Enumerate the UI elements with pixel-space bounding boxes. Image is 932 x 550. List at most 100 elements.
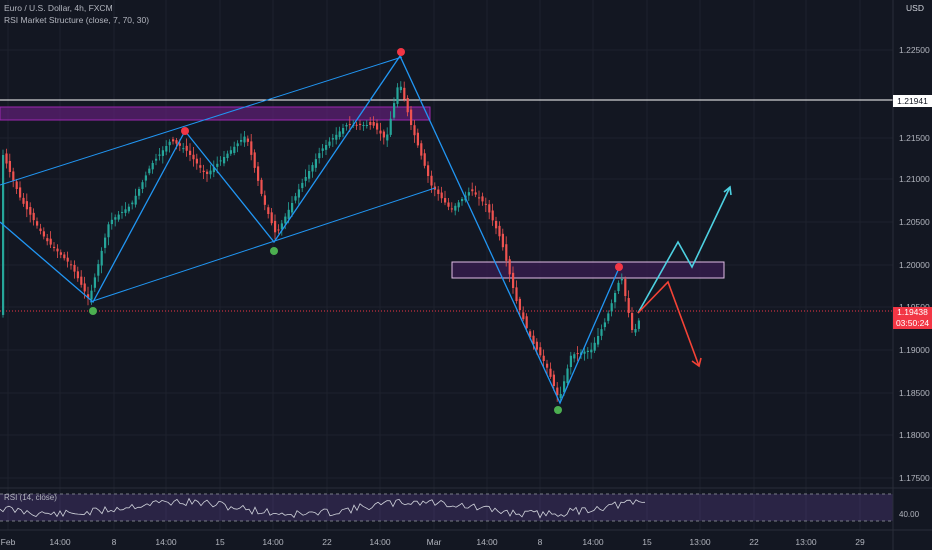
candle-body [590, 349, 593, 353]
candle-body [597, 336, 600, 345]
pivot-high-marker[interactable] [181, 127, 189, 135]
candle-body [42, 231, 45, 237]
candle-body [182, 148, 185, 150]
candle-body [610, 303, 613, 312]
time-tick: 8 [111, 537, 117, 547]
candle-body [73, 264, 76, 272]
candle-body [467, 192, 470, 196]
candle-body [46, 238, 49, 242]
candle-body [189, 150, 192, 155]
candle-body [90, 290, 93, 300]
rsi-legend[interactable]: RSI (14, close) [4, 493, 57, 502]
time-tick: 22 [322, 537, 332, 547]
price-tick: 1.18500 [899, 388, 930, 398]
candle-body [134, 195, 137, 205]
candle-body [427, 165, 430, 176]
time-tick: 29 [855, 537, 865, 547]
candle-body [328, 141, 331, 146]
candle-body [420, 143, 423, 156]
candle-body [359, 123, 362, 125]
market-structure-zigzag[interactable] [0, 54, 620, 405]
candle-body [314, 159, 317, 168]
channel-upper-line[interactable] [0, 56, 403, 186]
rsi-axis-value: 40.00 [899, 510, 920, 519]
candle-body [110, 219, 113, 225]
candle-body [393, 103, 396, 118]
arrow-down-icon [691, 357, 702, 368]
candle-body [144, 175, 147, 181]
rsi-line[interactable] [0, 497, 646, 519]
candle-body [627, 298, 630, 313]
candle-body [318, 153, 321, 159]
candle-body [117, 214, 120, 220]
candle-body [141, 182, 144, 189]
candle-body [209, 170, 212, 175]
pivot-low-marker[interactable] [89, 307, 97, 315]
bullish-projection-arrow[interactable] [637, 186, 731, 314]
candle-body [36, 221, 39, 226]
time-tick: 14:00 [155, 537, 177, 547]
time-tick: Mar [426, 537, 442, 547]
pivot-low-marker[interactable] [554, 406, 562, 414]
price-tick: 1.21500 [899, 133, 930, 143]
last-price-tag[interactable]: 1.19438 03:50:24 [893, 307, 932, 329]
candle-body [508, 259, 511, 275]
candle-body [250, 141, 253, 155]
candle-body [76, 271, 79, 279]
candle-body [15, 181, 18, 189]
candle-body [175, 140, 178, 144]
candle-body [178, 143, 181, 146]
candle-body [39, 228, 42, 232]
candle-body [206, 171, 209, 174]
candlestick-series[interactable] [2, 81, 640, 402]
channel-lower-line[interactable] [89, 187, 436, 303]
level-price-tag[interactable]: 1.21941 [893, 95, 932, 107]
candle-body [338, 131, 341, 137]
candle-body [461, 199, 464, 202]
candle-body [195, 158, 198, 164]
candle-body [253, 152, 256, 168]
candle-body [104, 237, 107, 248]
time-tick: 15 [215, 537, 225, 547]
candle-body [291, 203, 294, 213]
pivot-high-marker[interactable] [615, 263, 623, 271]
grid [0, 0, 893, 530]
supply-zone-upper[interactable] [0, 106, 431, 121]
currency-label[interactable]: USD [906, 3, 924, 13]
candle-body [29, 207, 32, 215]
supply-zone-lower[interactable] [451, 261, 725, 279]
candle-body [257, 166, 260, 181]
pivot-high-marker[interactable] [397, 48, 405, 56]
candle-body [634, 329, 637, 333]
candle-body [624, 279, 627, 296]
candle-body [447, 202, 450, 207]
time-tick: 14:00 [262, 537, 284, 547]
candle-body [172, 139, 175, 142]
candle-body [80, 276, 83, 285]
candle-body [301, 182, 304, 189]
candle-body [148, 168, 151, 174]
candle-body [107, 224, 110, 238]
candle-body [474, 192, 477, 195]
candle-body [501, 233, 504, 248]
bearish-projection-arrow[interactable] [637, 280, 700, 367]
candle-body [19, 187, 22, 198]
candle-body [2, 155, 5, 315]
candle-body [342, 128, 345, 134]
candle-body [498, 225, 501, 237]
rsi-band [0, 494, 893, 521]
candle-body [478, 197, 481, 199]
candle-body [495, 220, 498, 229]
candle-body [440, 192, 443, 199]
candle-body [223, 157, 226, 164]
time-tick: 14:00 [476, 537, 498, 547]
candle-body [518, 298, 521, 311]
time-tick: 14:00 [49, 537, 71, 547]
candle-body [552, 374, 555, 386]
candle-body [471, 189, 474, 192]
indicator-legend[interactable]: RSI Market Structure (close, 7, 70, 30) [4, 15, 150, 25]
pivot-low-marker[interactable] [270, 247, 278, 255]
candle-body [284, 216, 287, 224]
symbol-title[interactable]: Euro / U.S. Dollar, 4h, FXCM [4, 3, 113, 13]
